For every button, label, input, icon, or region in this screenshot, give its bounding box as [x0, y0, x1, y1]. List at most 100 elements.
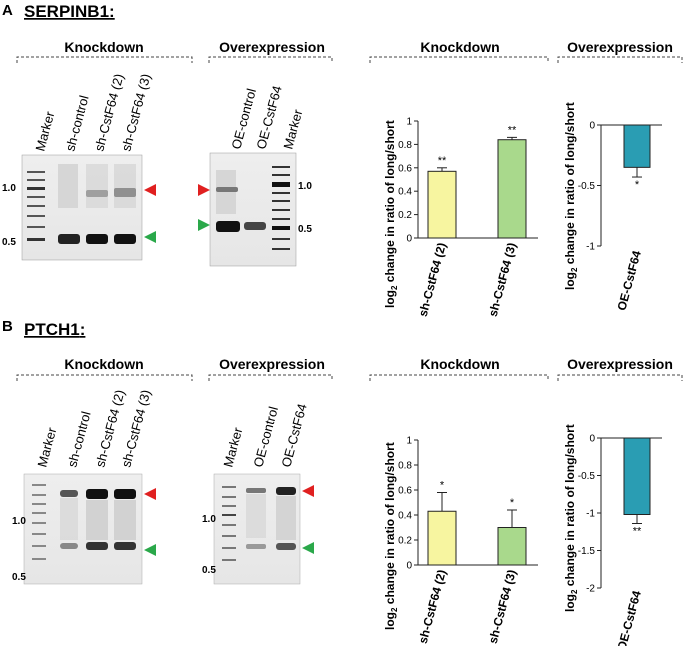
y-axis-label: log2 change in ratio of long/short: [563, 424, 579, 612]
gel-knockdown: Marker sh-control sh-CstF64 (2) sh-CstF6…: [12, 388, 156, 585]
marker-size: 0.5: [2, 237, 16, 248]
category-label: sh-CstF64 (2): [416, 568, 449, 645]
arrow-long-isoform: [198, 184, 210, 196]
significance-label: **: [508, 124, 517, 136]
gel-overexpression: Marker OE-control OE-CstF64: [202, 402, 314, 585]
marker-ladder: [272, 166, 290, 250]
marker-size: 1.0: [298, 181, 312, 192]
chart-title-overexpression: Overexpression: [567, 39, 673, 55]
significance-label: *: [440, 480, 445, 492]
arrow-long-isoform: [144, 184, 156, 196]
marker-size: 0.5: [202, 565, 216, 576]
y-tick-label: 1: [406, 117, 412, 128]
y-tick-label: 0.6: [398, 486, 412, 497]
panel-b: B PTCH1: Knockdown Overexpression Knockd…: [2, 318, 683, 646]
bracket-chart-overexpression: [557, 374, 683, 381]
y-tick-label: 0.2: [398, 210, 412, 221]
gel-overexpression: OE-control OE-CstF64 Marker: [198, 84, 312, 267]
y-tick-label: -2: [586, 584, 595, 595]
bracket-knockdown: [16, 374, 193, 381]
bracket-chart-overexpression: [557, 56, 683, 63]
panel-label: A: [2, 2, 13, 19]
bar: [497, 139, 527, 239]
group-header-overexpression: Overexpression: [219, 39, 325, 55]
bracket-knockdown: [16, 56, 193, 63]
marker-size: 1.0: [12, 516, 26, 527]
y-tick-label: -1.5: [578, 546, 596, 557]
lane-label: Marker: [34, 425, 59, 469]
category-label: sh-CstF64 (3): [486, 241, 519, 318]
marker-size: 1.0: [2, 183, 16, 194]
gel-bands: [246, 487, 296, 550]
group-header-overexpression: Overexpression: [219, 356, 325, 372]
lane-label: Marker: [280, 107, 305, 151]
category-label: OE-CstF64: [614, 589, 643, 646]
chart-title-overexpression: Overexpression: [567, 356, 673, 372]
marker-size: 0.5: [12, 572, 26, 583]
lane-label: sh-control: [64, 410, 93, 469]
gel-bands: [216, 170, 266, 232]
bar-chart: 0 -0.5 -1 * OE-CstF64: [578, 121, 662, 312]
y-axis-label: log2 change in ratio of long/short: [563, 102, 579, 290]
panel-a: A SERPINB1: Knockdown Overexpression Kno…: [2, 2, 683, 318]
bar-chart: 0 -0.5 -1 -1.5 -2 ** OE-CstF64: [578, 434, 662, 646]
y-tick-label: 0: [406, 561, 412, 572]
y-tick-label: -1: [586, 242, 595, 253]
y-tick-label: 0.2: [398, 536, 412, 547]
chart-a-knockdown: log2 change in ratio of long/short 0 0.2 0…: [383, 117, 538, 318]
y-tick-label: -1: [586, 509, 595, 520]
gel-bands: [60, 489, 136, 550]
lane-label: OE-CstF64: [253, 84, 284, 151]
arrow-short-isoform: [144, 544, 156, 556]
arrow-long-isoform: [144, 488, 156, 500]
significance-label: **: [438, 155, 447, 167]
y-axis-label: log2 change in ratio of long/short: [383, 120, 399, 308]
bracket-chart-knockdown: [369, 56, 549, 63]
bar: [623, 124, 651, 168]
significance-label: **: [633, 526, 642, 538]
y-tick-label: -0.5: [578, 181, 596, 192]
bar: [497, 527, 527, 566]
y-tick-label: 0.8: [398, 461, 412, 472]
y-tick-label: 0.4: [398, 187, 412, 198]
gene-name: SERPINB1:: [24, 2, 115, 21]
y-tick-label: -0.5: [578, 471, 596, 482]
arrow-short-isoform: [198, 219, 210, 231]
marker-ladder: [32, 484, 46, 560]
lane-label: OE-control: [250, 405, 281, 469]
marker-size: 0.5: [298, 224, 312, 235]
lane-label: OE-CstF64: [278, 402, 309, 469]
bar-chart: 0 0.2 0.4 0.6 0.8 1 ** sh-CstF64 (2) ** sh-CstF64…: [398, 117, 538, 318]
y-tick-label: 0.8: [398, 140, 412, 151]
significance-label: *: [510, 497, 515, 509]
arrow-short-isoform: [144, 231, 156, 243]
lane-label: Marker: [220, 425, 245, 469]
gel-knockdown: Marker sh-control sh-CstF64 (2) sh-CstF6…: [2, 72, 156, 261]
y-tick-label: 0: [406, 234, 412, 245]
marker-size: 1.0: [202, 514, 216, 525]
y-tick-label: 1: [406, 436, 412, 447]
category-label: sh-CstF64 (2): [416, 241, 449, 318]
arrow-long-isoform: [302, 485, 314, 497]
bracket-overexpression: [208, 374, 333, 381]
marker-ladder: [27, 171, 45, 241]
category-label: sh-CstF64 (3): [486, 568, 519, 645]
y-tick-label: 0.4: [398, 511, 412, 522]
bracket-chart-knockdown: [369, 374, 549, 381]
y-axis-label: log2 change in ratio of long/short: [383, 442, 399, 630]
bar: [623, 437, 651, 515]
y-tick-label: 0: [589, 121, 595, 132]
chart-title-knockdown: Knockdown: [420, 39, 499, 55]
chart-a-overexpression: log2 change in ratio of long/short 0 -0.5…: [563, 102, 662, 312]
significance-label: *: [635, 179, 640, 191]
gene-name: PTCH1:: [24, 320, 85, 339]
group-header-knockdown: Knockdown: [64, 39, 143, 55]
lane-label: sh-control: [62, 94, 91, 153]
marker-ladder: [222, 486, 236, 561]
panel-label: B: [2, 318, 13, 335]
bracket-overexpression: [208, 56, 333, 63]
chart-b-knockdown: log2 change in ratio of long/short 0 0.2 0…: [383, 436, 538, 645]
bar: [427, 510, 457, 566]
chart-b-overexpression: log2 change in ratio of long/short 0 -0.5…: [563, 424, 662, 646]
